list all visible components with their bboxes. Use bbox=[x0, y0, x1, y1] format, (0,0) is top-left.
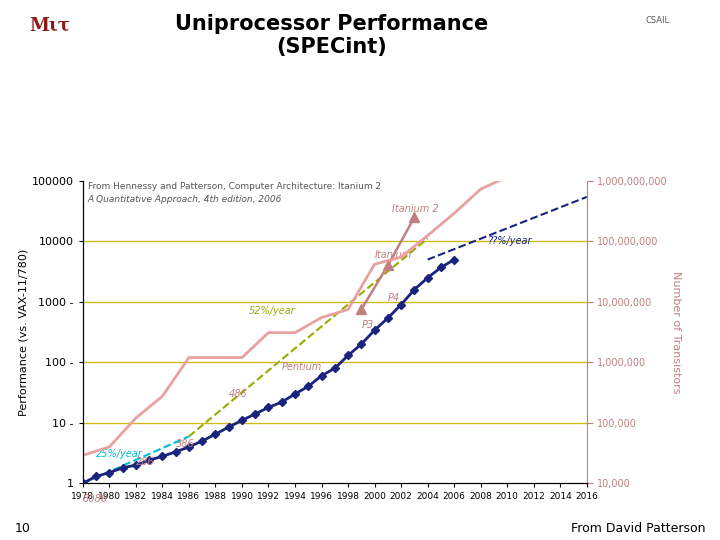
Y-axis label: Performance (vs. VAX-11/780): Performance (vs. VAX-11/780) bbox=[19, 248, 29, 416]
Text: 25%/year: 25%/year bbox=[96, 449, 143, 459]
Text: ??%/year: ??%/year bbox=[487, 235, 532, 246]
Text: 386: 386 bbox=[176, 438, 194, 449]
Text: CSAIL: CSAIL bbox=[645, 16, 670, 25]
Text: P4: P4 bbox=[388, 294, 400, 303]
Text: A Quantitative Approach, 4th edition, 2006: A Quantitative Approach, 4th edition, 20… bbox=[88, 194, 282, 204]
Text: Pentium: Pentium bbox=[282, 362, 322, 373]
Text: Itanium 2: Itanium 2 bbox=[392, 204, 438, 214]
Text: 286: 286 bbox=[136, 457, 155, 467]
Text: Itanium: Itanium bbox=[374, 249, 412, 260]
Text: P3: P3 bbox=[361, 320, 374, 330]
Text: 8086: 8086 bbox=[83, 494, 108, 504]
Text: From David Patterson: From David Patterson bbox=[571, 522, 706, 535]
Text: 52%/year: 52%/year bbox=[248, 306, 295, 316]
Text: From Hennessy and Patterson, Computer Architecture: Itanium 2: From Hennessy and Patterson, Computer Ar… bbox=[88, 183, 381, 191]
Y-axis label: Number of Transistors: Number of Transistors bbox=[670, 271, 680, 393]
Text: 486: 486 bbox=[229, 389, 248, 399]
Text: Uniprocessor Performance
(SPECint): Uniprocessor Performance (SPECint) bbox=[174, 14, 488, 57]
Text: Mιτ: Mιτ bbox=[29, 16, 70, 34]
Text: 10: 10 bbox=[14, 522, 30, 535]
